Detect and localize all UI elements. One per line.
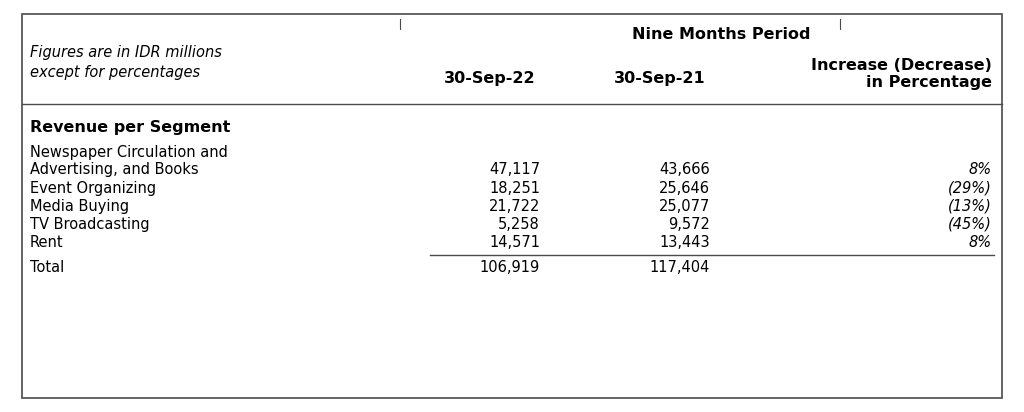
Text: Nine Months Period: Nine Months Period <box>632 26 810 42</box>
Text: Event Organizing: Event Organizing <box>30 180 156 196</box>
Text: Advertising, and Books: Advertising, and Books <box>30 162 199 176</box>
Text: 8%: 8% <box>969 234 992 250</box>
Text: TV Broadcasting: TV Broadcasting <box>30 216 150 232</box>
Text: (29%): (29%) <box>948 180 992 196</box>
Text: 5,258: 5,258 <box>499 216 540 232</box>
Text: 43,666: 43,666 <box>659 162 710 176</box>
Text: in Percentage: in Percentage <box>866 75 992 89</box>
Text: 47,117: 47,117 <box>488 162 540 176</box>
Text: 8%: 8% <box>969 162 992 176</box>
Text: Figures are in IDR millions: Figures are in IDR millions <box>30 44 222 59</box>
Text: 106,919: 106,919 <box>480 260 540 276</box>
Text: 117,404: 117,404 <box>649 260 710 276</box>
Text: Rent: Rent <box>30 234 63 250</box>
Text: 25,077: 25,077 <box>658 199 710 213</box>
Text: 25,646: 25,646 <box>659 180 710 196</box>
Text: Total: Total <box>30 260 65 276</box>
Text: 18,251: 18,251 <box>489 180 540 196</box>
Text: Media Buying: Media Buying <box>30 199 129 213</box>
Text: Revenue per Segment: Revenue per Segment <box>30 119 230 134</box>
Text: 13,443: 13,443 <box>659 234 710 250</box>
Text: Increase (Decrease): Increase (Decrease) <box>811 58 992 73</box>
Text: 30-Sep-22: 30-Sep-22 <box>444 70 536 86</box>
Text: except for percentages: except for percentages <box>30 65 200 80</box>
Text: (45%): (45%) <box>948 216 992 232</box>
Text: 14,571: 14,571 <box>489 234 540 250</box>
Text: Newspaper Circulation and: Newspaper Circulation and <box>30 145 228 159</box>
Text: (13%): (13%) <box>948 199 992 213</box>
Text: 9,572: 9,572 <box>668 216 710 232</box>
Text: 21,722: 21,722 <box>488 199 540 213</box>
Text: 30-Sep-21: 30-Sep-21 <box>614 70 706 86</box>
